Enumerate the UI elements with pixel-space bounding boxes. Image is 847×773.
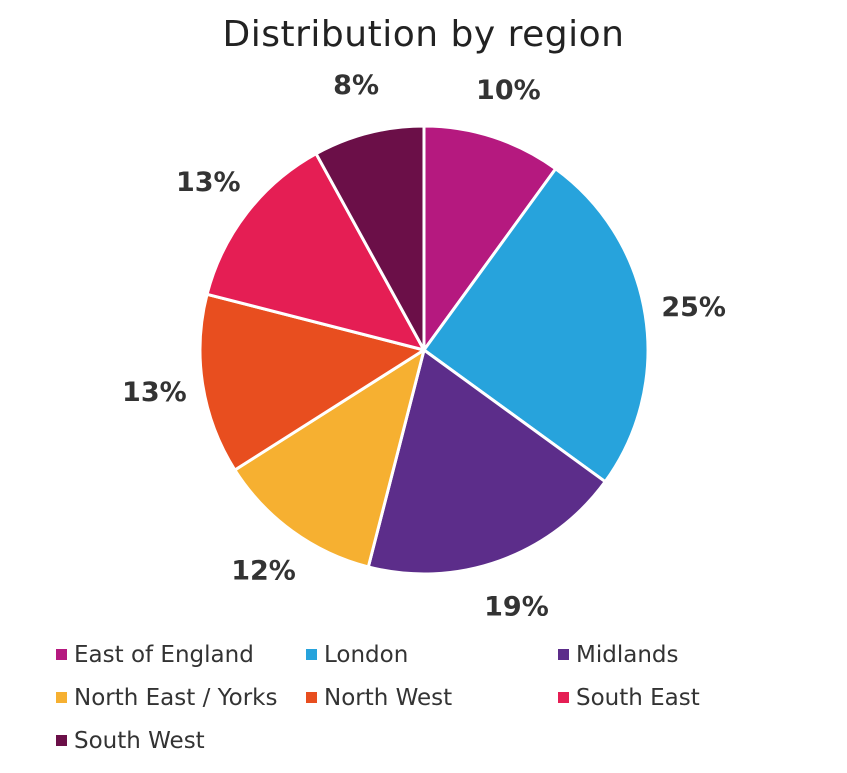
legend-swatch bbox=[306, 692, 317, 703]
pie-slice-south-west bbox=[314, 124, 426, 352]
data-label: 10% bbox=[476, 75, 541, 106]
legend-label: East of England bbox=[74, 641, 254, 668]
legend-label: North West bbox=[324, 684, 453, 711]
pie-slice-midlands bbox=[366, 348, 607, 576]
pie-slice-north-west bbox=[198, 292, 426, 472]
pie-chart: 10% 25% 19% 12% 13% 13% 8% bbox=[122, 70, 726, 622]
legend-item: East of England bbox=[56, 640, 306, 669]
chart-title: Distribution by region bbox=[222, 14, 625, 55]
legend-label: South East bbox=[576, 684, 700, 711]
data-label: 12% bbox=[231, 555, 296, 586]
legend-label: London bbox=[324, 641, 409, 668]
legend-item: South West bbox=[56, 726, 306, 755]
legend-swatch bbox=[306, 649, 317, 660]
legend-item: Midlands bbox=[558, 640, 796, 669]
legend-swatch bbox=[56, 735, 67, 746]
legend-item: North East / Yorks bbox=[56, 683, 306, 712]
data-label: 19% bbox=[484, 591, 549, 622]
legend-swatch bbox=[56, 649, 67, 660]
legend-label: North East / Yorks bbox=[74, 684, 278, 711]
pie-slice-north-east-yorks bbox=[233, 348, 426, 569]
pie-slice-east-of-england bbox=[422, 124, 558, 352]
legend-swatch bbox=[558, 649, 569, 660]
legend-label: Midlands bbox=[576, 641, 679, 668]
legend-swatch bbox=[56, 692, 67, 703]
data-label: 13% bbox=[122, 377, 187, 408]
legend-label: South West bbox=[74, 727, 205, 754]
pie-slice-london bbox=[422, 167, 650, 484]
legend-swatch bbox=[558, 692, 569, 703]
data-label: 13% bbox=[176, 167, 241, 198]
legend-item: North West bbox=[306, 683, 558, 712]
data-label: 25% bbox=[661, 292, 726, 323]
pie-slice-south-east bbox=[205, 152, 426, 352]
chart-legend: East of England London Midlands North East … bbox=[56, 640, 796, 755]
legend-item: London bbox=[306, 640, 558, 669]
data-label: 8% bbox=[333, 70, 379, 101]
legend-item: South East bbox=[558, 683, 796, 712]
